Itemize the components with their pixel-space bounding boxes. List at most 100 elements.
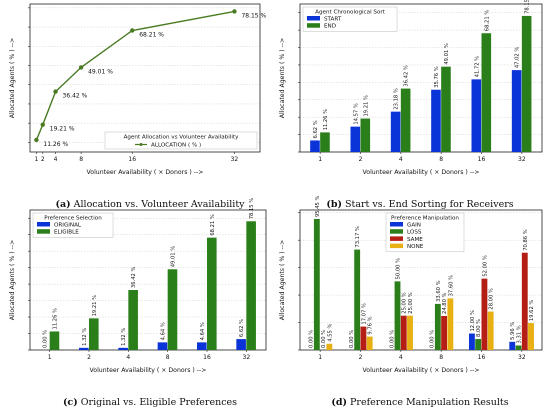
x-tick-label: 4	[399, 354, 403, 361]
data-point	[53, 89, 58, 94]
bar	[350, 126, 361, 152]
data-label: 0.00 %	[321, 330, 327, 348]
legend-swatch	[37, 229, 50, 234]
data-point	[78, 65, 84, 70]
x-tick-label: 16	[128, 156, 136, 163]
data-label: 70.86 %	[523, 229, 529, 250]
data-label: 3.31 %	[517, 325, 523, 343]
data-label: 41.72 %	[474, 56, 480, 77]
data-label: 0.00 %	[309, 330, 315, 348]
data-label: 12.00 %	[470, 310, 476, 331]
legend-swatch	[390, 229, 403, 234]
data-label: 19.21 %	[50, 126, 75, 133]
legend-swatch	[37, 222, 50, 227]
x-axis-label: Volunteer Availability ( × Donors ) -->	[363, 367, 480, 374]
bar	[128, 290, 138, 350]
panel-a: Volunteer Availability ( × Donors ) --> A…	[9, 3, 267, 210]
data-label: 35.76 %	[434, 66, 440, 87]
panel-c: Volunteer Availability ( × Donors ) --> A…	[9, 198, 267, 408]
bar	[207, 237, 217, 350]
data-label: 6.62 %	[313, 120, 319, 138]
y-axis-label: Allocated Agents ( % ) -->	[9, 240, 16, 321]
bar	[515, 345, 522, 350]
bar	[366, 336, 373, 350]
x-tick-label: 4	[399, 156, 403, 163]
data-label: 4.64 %	[200, 322, 206, 340]
bar	[354, 249, 361, 350]
data-label: 4.64 %	[160, 322, 166, 340]
x-tick-label: 8	[439, 354, 443, 361]
data-label: 37.60 %	[448, 275, 454, 296]
data-label: 9.76 %	[368, 316, 374, 334]
data-label: 23.18 %	[394, 88, 400, 109]
data-label: 19.21 %	[92, 295, 98, 316]
legend-label: GAIN	[407, 223, 421, 229]
bar	[434, 303, 441, 350]
data-point	[34, 137, 39, 143]
bar	[441, 66, 451, 152]
legend-title: Preference Selection	[44, 216, 102, 222]
legend-label: NONE	[407, 244, 424, 250]
legend-swatch	[390, 222, 403, 227]
data-label: 17.07 %	[361, 303, 367, 324]
x-tick-label: 4	[54, 156, 58, 163]
data-label: 19.21 %	[363, 95, 369, 116]
bar	[360, 118, 371, 152]
data-label: 95.45 %	[315, 195, 321, 216]
data-label: 0.00 %	[349, 330, 355, 348]
bar	[407, 315, 413, 350]
x-tick-label: 1	[318, 354, 322, 361]
caption-letter: (d)	[331, 397, 347, 408]
subfigure-caption: (a) Allocation vs. Volunteer Availabilit…	[55, 199, 245, 210]
legend-label: LOSS	[407, 230, 422, 236]
bar	[475, 339, 482, 350]
bar	[509, 341, 516, 350]
x-tick-label: 16	[203, 354, 211, 361]
data-label: 78.15 %	[525, 0, 531, 14]
x-axis-label: Volunteer Availability ( × Donors ) -->	[87, 169, 204, 176]
x-tick-label: 32	[518, 354, 526, 361]
bar	[320, 132, 330, 152]
legend-swatch	[390, 236, 403, 241]
data-label: 68.21 %	[210, 214, 216, 235]
legend-label: ORIGINAL	[54, 223, 82, 229]
plot-frame	[29, 209, 267, 351]
data-label: 14.57 %	[353, 103, 359, 124]
data-label: 68.21 %	[484, 10, 490, 31]
x-axis-label: Volunteer Availability ( × Donors ) -->	[90, 367, 207, 374]
subfigure-caption: (d) Preference Manipulation Results	[331, 397, 508, 408]
legend-label: START	[324, 17, 342, 23]
x-tick-label: 2	[41, 156, 45, 163]
x-tick-label: 8	[166, 354, 170, 361]
y-axis-label: Allocated Agents ( % ) -->	[9, 38, 16, 119]
bar	[481, 278, 488, 350]
legend-label: ALLOCATION ( % )	[151, 143, 201, 149]
bar	[118, 347, 128, 350]
data-label: 25.00 %	[402, 292, 408, 313]
x-tick-label: 4	[126, 354, 130, 361]
x-tick-label: 1	[34, 156, 38, 163]
data-label: 24.80 %	[442, 292, 448, 313]
legend-label: ELIGIBLE	[54, 230, 79, 236]
data-label: 0.00 %	[389, 330, 395, 348]
legend-swatch	[307, 23, 320, 28]
bar	[447, 298, 454, 350]
legend-label: SAME	[407, 237, 423, 243]
data-label: 49.01 %	[170, 246, 176, 267]
plot-frame	[299, 209, 543, 351]
data-label: 78.15 %	[249, 198, 255, 219]
x-tick-label: 32	[231, 156, 239, 163]
x-tick-label: 32	[243, 354, 251, 361]
data-label: 11.26 %	[323, 109, 329, 130]
bar	[521, 15, 532, 152]
caption-text: Original vs. Eligible Preferences	[78, 397, 237, 408]
data-label: 6.62 %	[239, 319, 245, 337]
bar	[471, 79, 482, 152]
data-label: 4.55 %	[327, 324, 333, 342]
caption-letter: (b)	[326, 199, 342, 210]
data-label: 36.42 %	[63, 93, 88, 100]
plot-frame	[299, 3, 543, 153]
bar	[167, 269, 178, 350]
legend-swatch	[390, 243, 403, 249]
data-label: 52.00 %	[482, 255, 488, 276]
